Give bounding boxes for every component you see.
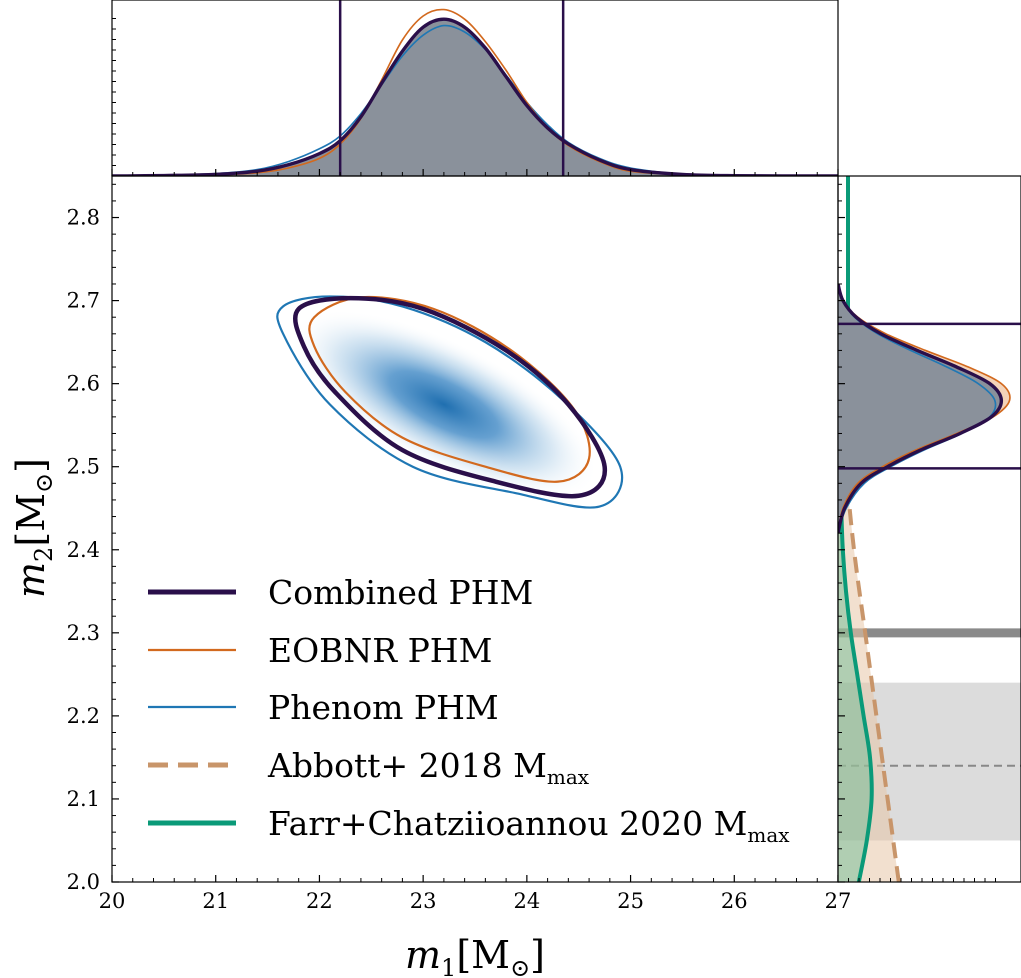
x-tick-label: 22 bbox=[306, 889, 333, 913]
x-tick-label: 23 bbox=[410, 889, 437, 913]
legend-item-farr: Farr+Chatziioannou 2020 Mmax bbox=[148, 804, 790, 847]
farr-curve bbox=[838, 466, 874, 882]
legend-item-combined: Combined PHM bbox=[148, 573, 533, 612]
legend-label-phenom: Phenom PHM bbox=[268, 688, 499, 727]
x-tick-label: 27 bbox=[825, 889, 852, 913]
farr-fill bbox=[838, 466, 872, 882]
m1-marginal-combined bbox=[112, 17, 838, 176]
y-tick-label: 2.0 bbox=[67, 870, 100, 894]
legend-item-eobnr: EOBNR PHM bbox=[148, 631, 492, 670]
x-tick-label: 24 bbox=[513, 889, 540, 913]
y-tick-label: 2.3 bbox=[67, 621, 100, 645]
y-axis-label: m2[M⊙] bbox=[9, 458, 58, 598]
y-tick-label: 2.6 bbox=[67, 372, 100, 396]
x-tick-label: 21 bbox=[202, 889, 229, 913]
legend-item-phenom: Phenom PHM bbox=[148, 688, 499, 727]
density-map bbox=[289, 309, 598, 500]
y-tick-label: 2.7 bbox=[67, 289, 100, 313]
x-tick-label: 26 bbox=[721, 889, 748, 913]
y-tick-label: 2.4 bbox=[67, 538, 100, 562]
top-marginal-panel bbox=[111, 0, 839, 177]
m1-marginal-eobnr bbox=[112, 8, 838, 176]
m2-marginal-combined bbox=[838, 283, 1004, 534]
legend-item-abbott: Abbott+ 2018 Mmax bbox=[148, 746, 590, 789]
m1-marginal-fill bbox=[112, 19, 838, 176]
y-tick-label: 2.1 bbox=[67, 787, 100, 811]
y-tick-label: 2.2 bbox=[67, 704, 100, 728]
legend-label-combined: Combined PHM bbox=[268, 573, 533, 612]
contour-phenom bbox=[276, 295, 624, 509]
legend-label-eobnr: EOBNR PHM bbox=[268, 631, 492, 670]
legend-label-abbott: Abbott+ 2018 Mmax bbox=[267, 746, 590, 789]
x-axis-label: m1[M⊙] bbox=[405, 933, 545, 978]
right-marginal-panel bbox=[837, 175, 1021, 883]
joint-panel: 20 21 22 23 24 25 26 27 2.0 2.1 2.2 2.3 2.4 2.5 2.6 2.7… bbox=[67, 175, 852, 913]
x-tick-label: 20 bbox=[99, 889, 126, 913]
contour-eobnr bbox=[308, 295, 591, 483]
legend: Combined PHM EOBNR PHM Phenom PHM Abbott… bbox=[148, 573, 790, 847]
contour-combined bbox=[293, 295, 608, 499]
abbott-fill bbox=[838, 383, 899, 882]
y-tick-label: 2.5 bbox=[67, 455, 100, 479]
x-tick-label: 25 bbox=[617, 889, 644, 913]
right-panel-frame bbox=[837, 175, 1021, 883]
legend-label-farr: Farr+Chatziioannou 2020 Mmax bbox=[268, 804, 790, 847]
y-tick-label: 2.8 bbox=[67, 206, 100, 230]
